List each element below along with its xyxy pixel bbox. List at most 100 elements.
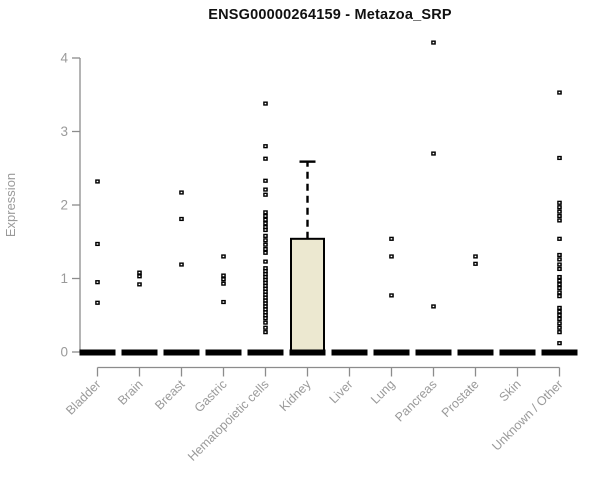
outlier-point-center (96, 243, 99, 245)
outlier-point-center (558, 215, 561, 217)
outlier-point-center (180, 263, 183, 266)
median-bar-bladder (79, 349, 116, 356)
outlier-point-center (264, 282, 267, 284)
outlier-point-center (222, 282, 225, 285)
outlier-point-center (264, 296, 267, 299)
x-axis-label-bladder: Bladder (63, 377, 103, 417)
outlier-point-center (558, 210, 561, 213)
outlier-point-center (558, 327, 561, 329)
outlier-point-center (558, 91, 561, 94)
outlier-point-center (558, 322, 561, 325)
x-axis-label-gastric: Gastric (192, 377, 230, 415)
y-axis-tick-label: 4 (60, 51, 68, 66)
outlier-point-center (264, 215, 267, 217)
outlier-point-center (558, 291, 561, 294)
x-axis-label-skin: Skin (497, 377, 524, 404)
outlier-point-center (264, 291, 267, 293)
x-axis-label-unknown-other: Unknown / Other (489, 377, 565, 453)
y-axis-tick-label: 3 (60, 124, 68, 139)
outlier-point-center (264, 305, 267, 308)
outlier-point-center (264, 270, 267, 272)
median-bar-pancreas (415, 349, 452, 356)
outlier-point-center (222, 301, 225, 303)
outlier-point-center (264, 331, 267, 333)
outlier-point-center (558, 295, 561, 297)
outlier-point-center (390, 294, 393, 297)
outlier-point-center (558, 307, 561, 309)
outlier-point-center (558, 206, 561, 208)
median-bar-gastric (205, 349, 242, 356)
outlier-point-center (558, 314, 561, 316)
median-bar-lung (373, 349, 410, 356)
outlier-point-center (558, 310, 561, 313)
outlier-point-center (432, 41, 435, 44)
outlier-point-center (264, 327, 267, 329)
outlier-point-center (264, 285, 267, 287)
median-bar-brain (121, 349, 158, 356)
outlier-point-center (180, 191, 183, 194)
outlier-point-center (222, 255, 225, 258)
y-axis-tick-label: 0 (60, 345, 68, 360)
outlier-point-center (96, 180, 99, 183)
median-bar-liver (331, 349, 368, 356)
outlier-point-center (96, 302, 99, 304)
chart-title: ENSG00000264159 - Metazoa_SRP (208, 7, 452, 23)
outlier-point-center (180, 218, 183, 220)
outlier-point-center (264, 222, 267, 225)
outlier-point-center (390, 238, 393, 240)
y-axis-tick-label: 1 (60, 271, 68, 286)
outlier-point-center (558, 331, 561, 333)
outlier-point-center (264, 302, 267, 305)
outlier-point-center (264, 288, 267, 290)
outlier-point-center (558, 254, 561, 256)
outlier-point-center (264, 226, 267, 228)
outlier-point-center (558, 287, 561, 289)
outlier-point-center (264, 145, 267, 147)
outlier-point-center (432, 152, 435, 155)
outlier-point-center (264, 317, 267, 319)
outlier-point-center (264, 260, 267, 263)
outlier-point-center (264, 248, 267, 250)
outlier-point-center (264, 267, 267, 269)
outlier-point-center (558, 263, 561, 266)
outlier-point-center (264, 229, 267, 231)
outlier-point-center (138, 283, 141, 286)
outlier-point-center (264, 157, 267, 160)
outlier-point-center (558, 283, 561, 286)
outlier-point-center (264, 311, 267, 314)
median-bar-prostate (457, 349, 494, 356)
outlier-point-center (264, 293, 267, 296)
median-bar-kidney (289, 349, 326, 356)
outlier-point-center (264, 188, 267, 191)
x-axis-label-lung: Lung (368, 377, 398, 407)
outlier-point-center (222, 274, 225, 277)
outlier-point-center (264, 273, 267, 275)
outlier-point-center (264, 279, 267, 281)
outlier-point-center (264, 299, 267, 302)
outlier-point-center (222, 278, 225, 280)
outlier-point-center (558, 280, 561, 282)
y-axis-title: Expression (3, 173, 18, 237)
median-bar-hematopoietic-cells (247, 349, 284, 356)
outlier-point-center (474, 255, 477, 258)
outlier-point-center (264, 219, 267, 221)
outlier-point-center (264, 180, 267, 182)
outlier-point-center (558, 276, 561, 278)
outlier-point-center (432, 305, 435, 308)
outlier-point-center (96, 281, 99, 283)
box-kidney (290, 237, 325, 353)
x-axis-label-breast: Breast (152, 377, 188, 413)
outlier-point-center (558, 318, 561, 320)
outlier-point-center (264, 235, 267, 237)
median-bar-skin (499, 349, 536, 356)
x-axis-label-hematopoietic-cells: Hematopoietic cells (185, 377, 272, 464)
outlier-point-center (264, 194, 267, 196)
outlier-point-center (264, 239, 267, 241)
outlier-point-center (558, 268, 561, 270)
x-axis-label-prostate: Prostate (439, 377, 482, 420)
outlier-point-center (558, 258, 561, 261)
outlier-point-center (558, 238, 561, 240)
x-axis-label-pancreas: Pancreas (392, 377, 439, 424)
y-axis-tick-label: 2 (60, 198, 68, 213)
